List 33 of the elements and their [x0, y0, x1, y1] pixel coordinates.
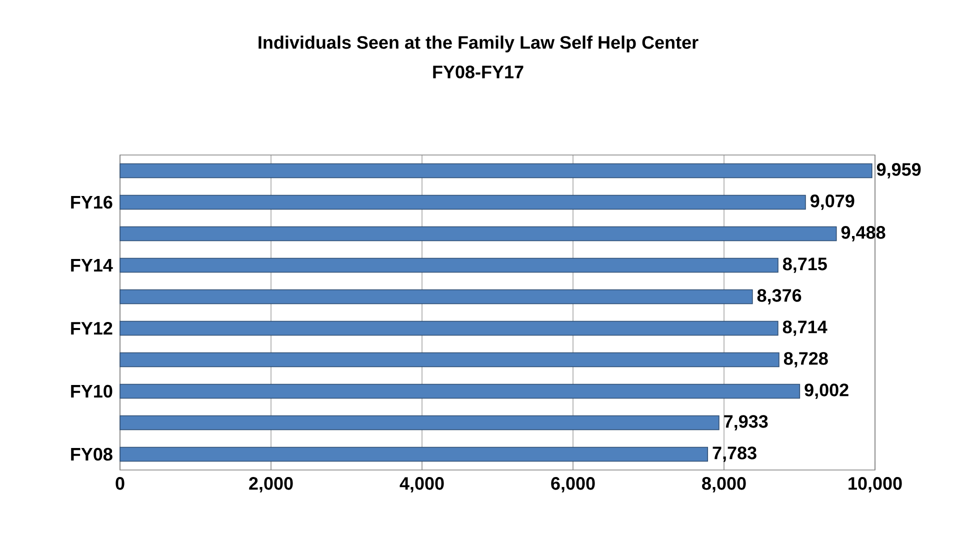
x-tick-label: 8,000 — [702, 477, 746, 492]
bar — [120, 289, 753, 304]
chart-subtitle: FY08-FY17 — [433, 66, 524, 78]
x-tick-label: 6,000 — [551, 477, 595, 492]
y-tick-label: FY10 — [71, 384, 112, 398]
bar — [120, 352, 780, 368]
bar — [120, 384, 800, 399]
bar — [120, 258, 778, 273]
chart-title: Individuals Seen at the Family Law Self Help Center — [258, 36, 698, 52]
bar — [120, 163, 872, 178]
bar — [120, 226, 837, 242]
data-label: 8,714 — [782, 320, 828, 336]
y-tick-label: FY12 — [71, 322, 112, 335]
data-label: 9,488 — [841, 226, 886, 242]
data-label: 9,959 — [876, 163, 921, 178]
bar — [120, 415, 720, 430]
y-tick-label: FY08 — [71, 448, 112, 461]
bar — [120, 194, 806, 210]
y-tick-label: FY14 — [71, 259, 113, 272]
data-label: 8,715 — [782, 258, 827, 273]
data-label: 9,002 — [804, 384, 848, 399]
x-tick-label: 10,000 — [848, 477, 902, 492]
data-label: 9,079 — [810, 194, 854, 210]
bar — [120, 320, 778, 336]
x-tick-label: 4,000 — [400, 477, 444, 492]
data-label: 8,728 — [784, 352, 828, 368]
bar — [120, 446, 708, 462]
x-tick-label: 2,000 — [249, 477, 293, 492]
data-label: 8,376 — [757, 289, 802, 304]
y-tick-label: FY16 — [71, 196, 112, 209]
x-tick-label: 0 — [116, 477, 124, 490]
data-label: 7,783 — [712, 446, 756, 462]
data-label: 7,933 — [724, 415, 768, 430]
